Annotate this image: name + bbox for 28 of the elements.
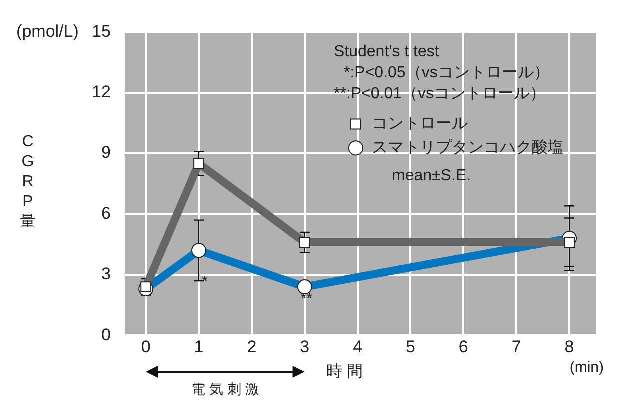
x-tick-label: 5 bbox=[406, 337, 416, 356]
y-axis-title: CGRP量 bbox=[20, 133, 36, 230]
x-tick-label: 2 bbox=[247, 337, 257, 356]
annotation: *:P<0.05（vsコントロール） bbox=[344, 64, 550, 82]
y-tick-label: 12 bbox=[92, 82, 111, 102]
y-tick-label: 3 bbox=[101, 264, 111, 284]
x-axis-title: 時 間 bbox=[326, 362, 363, 380]
x-tick-label: 4 bbox=[353, 337, 363, 356]
annotation: **:P<0.01（vsコントロール） bbox=[334, 86, 546, 103]
x-tick-label: 7 bbox=[512, 337, 522, 356]
text: 電 気 刺 激 bbox=[192, 380, 260, 397]
x-tick-label: 3 bbox=[300, 337, 310, 356]
annotation: mean±S.E. bbox=[392, 168, 472, 185]
annotation: Student's t test bbox=[334, 44, 440, 61]
text: (pmol/L) bbox=[16, 22, 79, 41]
x-tick-label: 6 bbox=[458, 337, 468, 356]
x-tick-label: 8 bbox=[564, 337, 574, 356]
y-tick-label: 15 bbox=[92, 22, 111, 41]
text: (min) bbox=[570, 359, 604, 376]
x-tick-label: 1 bbox=[194, 337, 204, 356]
y-tick-label: 6 bbox=[101, 204, 111, 223]
legend-label: スマトリプタンコハク酸塩 bbox=[372, 138, 564, 157]
annotation: * bbox=[202, 274, 208, 291]
y-tick-label: 9 bbox=[101, 143, 111, 162]
annotation: ** bbox=[300, 290, 313, 308]
y-tick-label: 0 bbox=[101, 325, 111, 344]
legend-label: コントロール bbox=[372, 116, 468, 133]
x-tick-label: 0 bbox=[141, 337, 151, 356]
